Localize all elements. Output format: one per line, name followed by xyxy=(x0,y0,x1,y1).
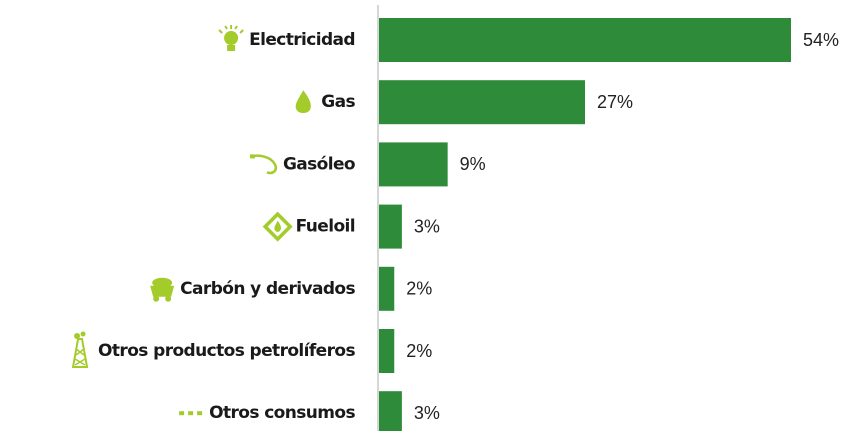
bar xyxy=(379,329,395,373)
category-label: Carbón y derivados xyxy=(180,279,355,299)
bar xyxy=(379,142,448,187)
category-icon xyxy=(72,330,89,368)
category-icon xyxy=(218,24,245,52)
category-label: Electricidad xyxy=(249,30,355,50)
value-label: 2% xyxy=(406,279,432,299)
category-icon xyxy=(248,153,278,175)
category-icon xyxy=(179,411,203,416)
value-label: 3% xyxy=(414,216,440,236)
value-label: 27% xyxy=(597,92,633,112)
value-label: 54% xyxy=(803,30,839,50)
category-icon xyxy=(150,277,175,302)
bar xyxy=(379,266,395,311)
bar xyxy=(379,18,791,62)
value-label: 9% xyxy=(460,154,486,174)
category-label: Gasóleo xyxy=(283,154,355,174)
category-label: Gas xyxy=(321,92,355,112)
category-icon xyxy=(295,90,311,113)
category-icon xyxy=(262,211,293,242)
bar xyxy=(379,80,585,125)
category-label: Otros consumos xyxy=(209,403,355,423)
category-label: Otros productos petrolíferos xyxy=(98,341,355,361)
bar xyxy=(379,204,402,249)
value-label: 3% xyxy=(414,403,440,423)
bar xyxy=(379,391,402,431)
category-label: Fueloil xyxy=(296,217,355,237)
value-label: 2% xyxy=(406,341,432,361)
